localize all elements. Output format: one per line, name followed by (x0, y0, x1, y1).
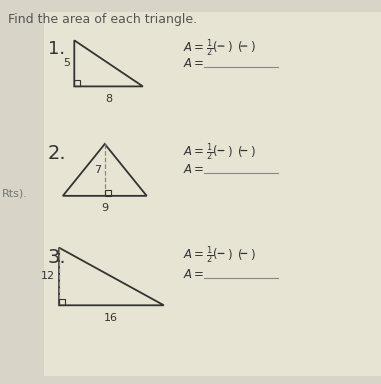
Text: 2.: 2. (48, 144, 66, 163)
Text: $A = $: $A = $ (183, 163, 205, 176)
Text: 3.: 3. (48, 248, 66, 266)
Text: 12: 12 (40, 271, 54, 281)
Text: $A = \frac{1}{2}($: $A = \frac{1}{2}($ (183, 37, 218, 59)
Text: 1.: 1. (48, 40, 65, 58)
Text: Rts).: Rts). (2, 189, 28, 199)
Text: ): ) (227, 41, 231, 55)
Text: ): ) (227, 249, 231, 262)
Text: (: ( (238, 41, 243, 55)
Text: (: ( (238, 249, 243, 262)
Text: 8: 8 (105, 94, 112, 104)
Text: $A = $: $A = $ (183, 268, 205, 281)
Text: ): ) (227, 146, 231, 159)
Text: Find the area of each triangle.: Find the area of each triangle. (8, 13, 197, 26)
Text: ): ) (250, 41, 254, 55)
Bar (44, 12, 381, 376)
Text: 16: 16 (104, 313, 117, 323)
Text: 9: 9 (101, 203, 108, 213)
Text: 7: 7 (94, 165, 101, 175)
Text: 5: 5 (63, 58, 70, 68)
Text: ): ) (250, 249, 254, 262)
Text: (: ( (238, 146, 243, 159)
Text: $A = $: $A = $ (183, 57, 205, 70)
Text: $A = \frac{1}{2}($: $A = \frac{1}{2}($ (183, 245, 218, 266)
Text: ): ) (250, 146, 254, 159)
Text: $A = \frac{1}{2}($: $A = \frac{1}{2}($ (183, 142, 218, 163)
